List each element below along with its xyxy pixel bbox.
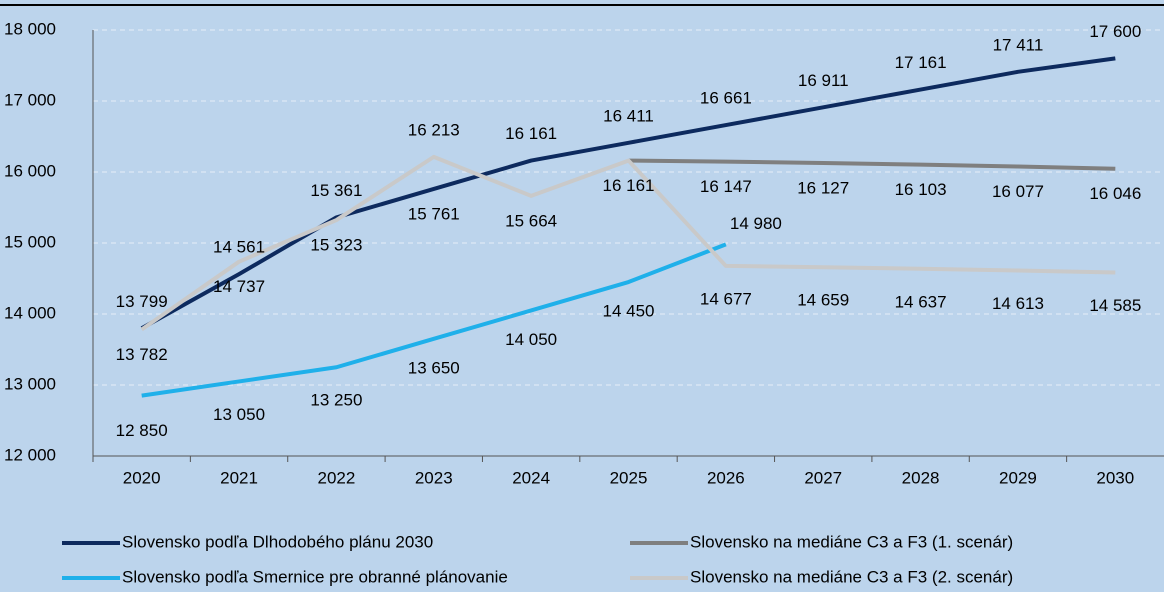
data-label: 16 046 [1089,184,1141,203]
x-tick-label: 2028 [902,468,940,487]
series-line [140,56,1116,331]
y-tick-label: 15 000 [4,232,56,251]
x-tick-label: 2023 [415,468,453,487]
data-label: 14 050 [505,330,557,349]
legend-label: Slovensko na mediáne C3 a F3 (1. scenár) [690,532,1013,551]
x-tick-label: 2026 [707,468,745,487]
series-line [140,154,1116,332]
data-label: 15 361 [310,181,362,200]
data-label: 16 161 [603,176,655,195]
data-label: 16 161 [505,124,557,143]
data-label: 15 761 [408,204,460,223]
y-tick-label: 16 000 [4,161,56,180]
y-tick-label: 13 000 [4,374,56,393]
data-label: 16 077 [992,182,1044,201]
data-label: 14 613 [992,294,1044,313]
x-tick-label: 2024 [512,468,550,487]
data-label: 13 782 [116,345,168,364]
x-tick-label: 2025 [610,468,648,487]
legend-label: Slovensko podľa Dlhodobého plánu 2030 [122,532,433,551]
data-label: 12 850 [116,421,168,440]
data-label: 16 213 [408,120,460,139]
data-label: 16 661 [700,89,752,108]
y-tick-label: 14 000 [4,303,56,322]
data-label: 17 411 [993,35,1044,54]
data-label: 14 980 [730,214,782,233]
data-label: 14 659 [797,291,849,310]
data-label: 17 161 [895,53,947,72]
data-label: 14 737 [213,277,265,296]
series-line [141,242,727,398]
data-label: 13 250 [310,391,362,410]
data-label: 13 799 [116,292,168,311]
x-tick-label: 2027 [804,468,842,487]
data-label: 14 450 [603,302,655,321]
x-tick-label: 2021 [220,468,258,487]
data-label: 15 323 [310,236,362,255]
data-label: 16 127 [797,178,849,197]
data-label: 16 103 [895,180,947,199]
data-label: 13 050 [213,405,265,424]
data-label: 15 664 [505,211,557,230]
data-label: 16 911 [798,71,849,90]
data-label: 14 561 [213,238,265,257]
data-label: 17 600 [1089,22,1141,41]
series-line [628,158,1116,171]
data-label: 16 147 [700,177,752,196]
x-tick-label: 2020 [123,468,161,487]
data-label: 16 411 [603,106,654,125]
x-tick-label: 2022 [317,468,355,487]
y-tick-label: 18 000 [4,19,56,38]
data-label: 14 677 [700,289,752,308]
legend-label: Slovensko na mediáne C3 a F3 (2. scenár) [690,567,1013,586]
x-tick-label: 2029 [999,468,1037,487]
y-tick-label: 17 000 [4,90,56,109]
data-label: 13 650 [408,358,460,377]
legend-label: Slovensko podľa Smernice pre obranné plá… [122,567,508,586]
y-tick-label: 12 000 [4,445,56,464]
data-label: 14 585 [1089,296,1141,315]
x-tick-label: 2030 [1096,468,1134,487]
data-label: 14 637 [895,292,947,311]
